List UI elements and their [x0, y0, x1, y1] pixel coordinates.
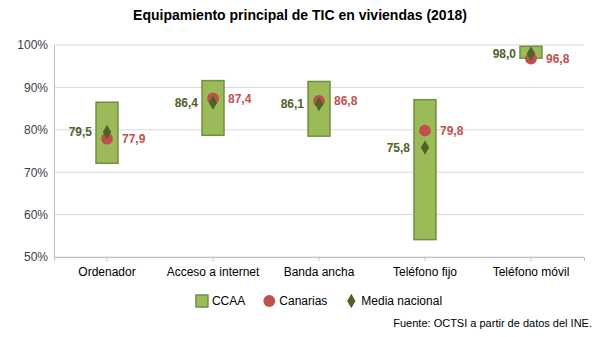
x-tick-label: Teléfono móvil: [493, 265, 570, 279]
grid-line: [54, 172, 584, 173]
legend-label: Canarias: [279, 294, 327, 308]
x-tick-label: Ordenador: [78, 265, 135, 279]
x-axis-line: [55, 258, 585, 262]
y-axis-line: [54, 46, 55, 258]
y-tick: 60%: [24, 208, 54, 222]
point: [527, 46, 535, 60]
x-tick-label: Acceso a internet: [167, 265, 260, 279]
point: [103, 125, 111, 139]
range-bar: [414, 100, 436, 240]
legend-item: Media nacional: [347, 294, 442, 308]
grid-line: [54, 214, 584, 215]
x-tick-label: Banda ancha: [284, 265, 355, 279]
data-labels: 77,9 87,4 86,8 79,8 96,8 79,5 86,4 86,1 75,8 98,0: [69, 47, 570, 155]
data-label: 96,8: [546, 52, 570, 66]
x-tick-mark: [425, 257, 426, 261]
y-tick-label: 60%: [24, 208, 48, 222]
source: Fuente: OCTSI a partir de datos del INE.: [393, 317, 592, 329]
x-tick-mark: [319, 257, 320, 261]
y-tick-label: 100%: [17, 38, 48, 52]
grid-line: [54, 45, 584, 46]
point: [315, 97, 323, 111]
chart: Equipamiento principal de TIC en viviend…: [0, 0, 600, 337]
legend-item: CCAA: [196, 294, 245, 308]
x-tick-label: Teléfono fijo: [393, 265, 457, 279]
data-label: 86,4: [175, 96, 199, 110]
y-tick-label: 70%: [24, 166, 48, 180]
y-tick: 80%: [24, 123, 54, 137]
range-bar: [96, 102, 118, 163]
legend-item: Canarias: [263, 294, 327, 308]
data-label: 75,8: [387, 141, 411, 155]
data-label: 87,4: [228, 92, 252, 106]
point: [209, 95, 217, 109]
point: [421, 140, 429, 154]
x-tick: Teléfono móvil: [493, 257, 570, 279]
x-tick-mark: [107, 257, 108, 261]
x-tick-mark: [531, 257, 532, 261]
y-tick: 50%: [24, 250, 54, 264]
x-tick-mark: [213, 257, 214, 261]
x-axis: Ordenador Acceso a internet Banda ancha Tel…: [55, 257, 585, 279]
y-tick-label: 80%: [24, 123, 48, 137]
y-tick: 90%: [24, 81, 54, 95]
y-tick: 70%: [24, 166, 54, 180]
data-label: 79,8: [440, 124, 464, 138]
x-tick: Acceso a internet: [167, 257, 260, 279]
x-tick: Banda ancha: [284, 257, 355, 279]
data-label: 77,9: [122, 132, 146, 146]
point: [419, 125, 431, 137]
data-label: 86,8: [334, 94, 358, 108]
range-bar: [202, 81, 224, 136]
y-axis: 50% 60% 70% 80% 90% 100%: [17, 38, 54, 264]
y-tick-label: 90%: [24, 81, 48, 95]
title: Equipamiento principal de TIC en viviend…: [133, 7, 467, 23]
y-tick-label: 50%: [24, 250, 48, 264]
grid: [54, 45, 584, 257]
legend: CCAA Canarias Media nacional: [196, 294, 442, 308]
data-label: 86,1: [281, 97, 305, 111]
range-bar: [308, 81, 330, 136]
legend-symbol: [263, 295, 275, 307]
legend-label: Media nacional: [361, 294, 442, 308]
legend-label: CCAA: [212, 294, 245, 308]
plot-marks: [96, 46, 542, 239]
y-tick: 100%: [17, 38, 54, 52]
data-label: 98,0: [493, 47, 517, 61]
legend-symbol: [347, 294, 355, 308]
x-tick: Teléfono fijo: [393, 257, 457, 279]
data-label: 79,5: [69, 125, 93, 139]
legend-symbol: [196, 295, 208, 307]
x-tick: Ordenador: [78, 257, 135, 279]
